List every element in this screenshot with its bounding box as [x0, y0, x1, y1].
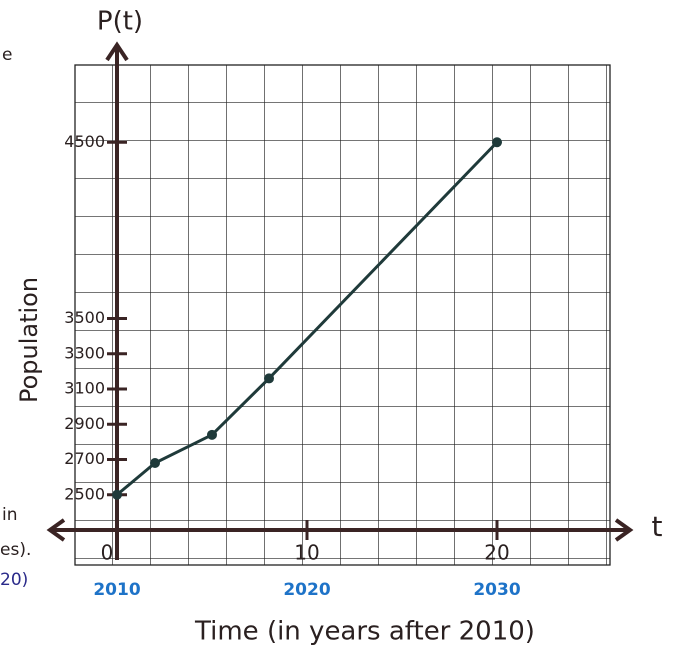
x-tick-label: 20: [484, 541, 509, 565]
y-tick-label: 3100: [64, 379, 105, 398]
page-fragment: e: [2, 45, 12, 65]
x-tick-label: 0: [101, 541, 114, 565]
year-label: 2020: [283, 580, 330, 600]
x-arrow-left: [46, 518, 66, 542]
y-tick-label: 4500: [64, 132, 105, 151]
y-tick-label: 2900: [64, 414, 105, 433]
data-point: [264, 373, 274, 384]
y-tick-label: 2700: [64, 449, 105, 468]
y-tick-label: 3500: [64, 308, 105, 327]
y-axis-name: P(t): [97, 7, 143, 37]
data-point: [207, 429, 217, 440]
x-tick-label: 10: [294, 541, 319, 565]
grid-paper: [74, 64, 611, 566]
x-axis-name: t: [652, 510, 663, 543]
page-fragment: in: [2, 505, 18, 525]
y-arrow: [105, 41, 129, 62]
x-arrow: [614, 518, 634, 542]
data-point: [492, 137, 502, 148]
x-axis-label: Time (in years after 2010): [194, 617, 535, 647]
data-point: [150, 458, 160, 469]
page-fragment: es).: [0, 540, 31, 560]
data-point: [112, 489, 122, 500]
year-label: 2030: [473, 580, 520, 600]
y-tick-label: 3300: [64, 343, 105, 362]
y-axis-label: Population: [15, 277, 43, 403]
year-label: 2010: [93, 580, 140, 600]
page-fragment: 20): [0, 570, 28, 590]
y-tick-label: 2500: [64, 484, 105, 503]
